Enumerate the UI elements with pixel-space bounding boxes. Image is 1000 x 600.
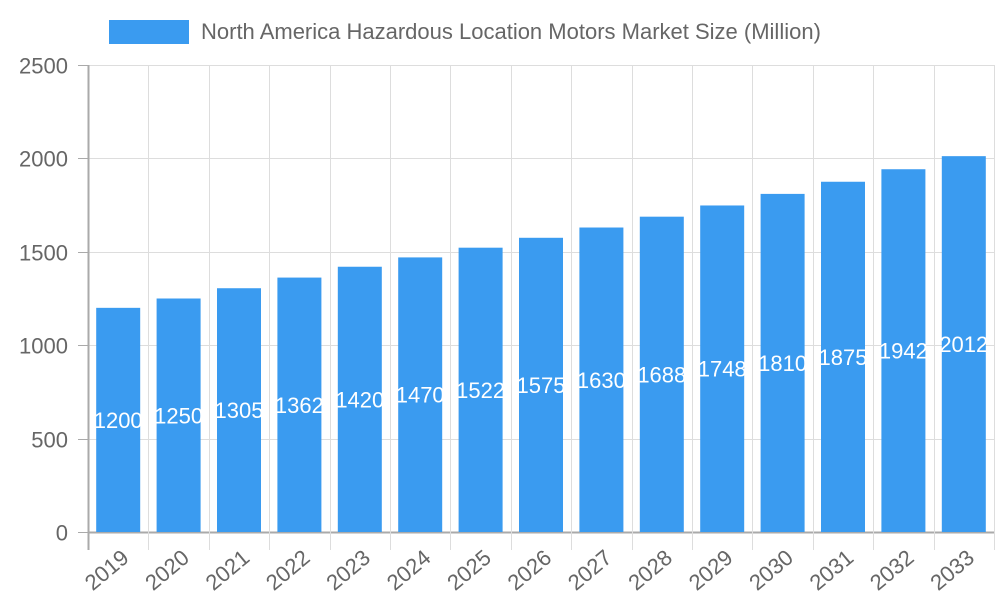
- bar[interactable]: [881, 169, 926, 532]
- bar[interactable]: [217, 288, 261, 532]
- x-tick-label: 2021: [201, 545, 255, 596]
- bar[interactable]: [458, 247, 503, 532]
- bar-value-label: 2012: [939, 332, 988, 357]
- legend-label: North America Hazardous Location Motors …: [201, 19, 821, 44]
- bar-value-label: 1470: [396, 383, 445, 408]
- bar[interactable]: [579, 227, 624, 533]
- bar[interactable]: [941, 156, 986, 533]
- bar-value-label: 1942: [879, 339, 928, 364]
- y-tick-label: 1000: [19, 334, 68, 359]
- y-tick-label: 0: [56, 521, 68, 546]
- bar-value-label: 1575: [517, 373, 566, 398]
- y-tick-label: 1500: [19, 241, 68, 266]
- bar-value-label: 1810: [758, 351, 807, 376]
- y-tick-label: 500: [31, 428, 68, 453]
- x-tick-label: 2022: [261, 545, 315, 596]
- x-tick-label: 2030: [744, 545, 798, 596]
- legend-swatch: [109, 20, 189, 44]
- bar-value-label: 1362: [275, 393, 324, 418]
- x-tick-label: 2031: [805, 545, 859, 596]
- x-tick-label: 2028: [623, 545, 677, 596]
- bar[interactable]: [519, 237, 563, 533]
- x-tick-label: 2033: [925, 545, 979, 596]
- bar[interactable]: [337, 266, 382, 532]
- bar-value-label: 1748: [698, 357, 747, 382]
- x-tick-label: 2029: [684, 545, 738, 596]
- x-tick-label: 2023: [321, 545, 375, 596]
- y-tick-label: 2000: [19, 147, 68, 172]
- bar-value-label: 1875: [819, 345, 868, 370]
- bar-value-label: 1688: [637, 362, 686, 387]
- bar[interactable]: [156, 298, 201, 533]
- x-tick-label: 2026: [503, 545, 557, 596]
- bar[interactable]: [96, 307, 141, 532]
- x-tick-label: 2027: [563, 545, 617, 596]
- x-tick-label: 2025: [442, 545, 496, 596]
- chart-legend[interactable]: North America Hazardous Location Motors …: [0, 18, 1000, 46]
- grid-lines: [87, 65, 995, 550]
- bar[interactable]: [760, 193, 805, 532]
- bar[interactable]: [398, 257, 443, 532]
- x-tick-label: 2024: [382, 545, 436, 596]
- bar-value-label: 1522: [456, 378, 505, 403]
- bar-value-label: 1200: [94, 408, 143, 433]
- bar[interactable]: [821, 181, 865, 532]
- bar-series: 1200 1250 1305 1362 1420 1470 1522 1575 1630 1688…: [94, 156, 988, 533]
- bar[interactable]: [277, 277, 322, 532]
- bar-value-label: 1250: [154, 403, 203, 428]
- y-tick-label: 2500: [19, 54, 68, 79]
- x-tick-label: 2032: [865, 545, 919, 596]
- bar[interactable]: [639, 216, 684, 533]
- bar-value-label: 1630: [577, 368, 626, 393]
- bar[interactable]: [700, 205, 745, 532]
- x-tick-label: 2020: [140, 545, 194, 596]
- x-tick-label: 2019: [80, 545, 134, 596]
- bar-value-label: 1420: [335, 387, 384, 412]
- bar-value-label: 1305: [215, 398, 264, 423]
